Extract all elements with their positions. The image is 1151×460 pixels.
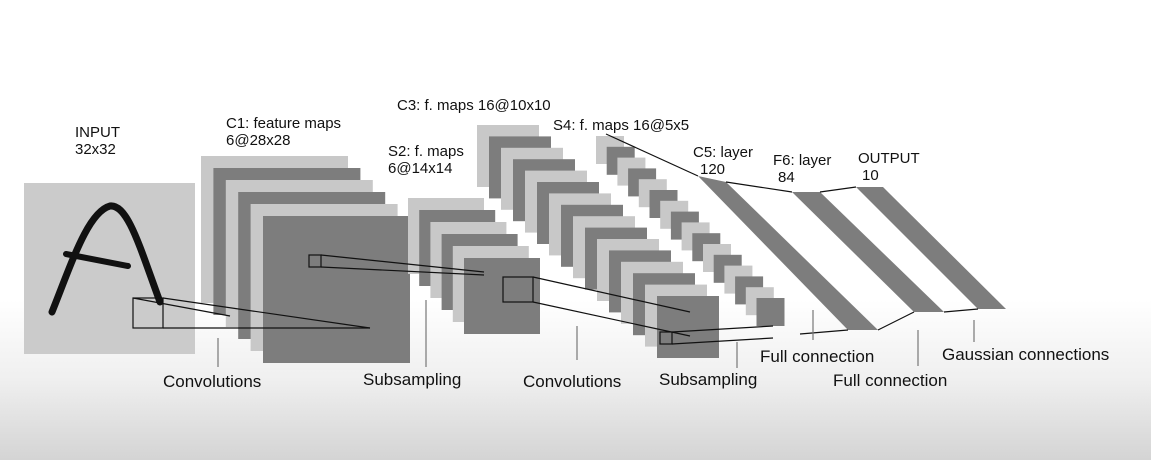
c5-to-f6-bottom — [877, 311, 915, 331]
s4-title: S4: f. maps 16@5x5 — [553, 117, 690, 134]
output-title: OUTPUT — [858, 150, 920, 167]
input-letter-a — [48, 202, 164, 316]
input-kernel-line-top — [162, 297, 371, 329]
c3-title: C3: f. maps 16@10x10 — [397, 97, 551, 114]
f6-to-output-top — [819, 186, 857, 193]
s4-to-c5-top — [605, 133, 699, 177]
c1-kernel — [308, 254, 322, 268]
c1-map-6 — [263, 216, 410, 363]
s2-map-6 — [464, 258, 540, 334]
op-full-connection-2: Full connection — [833, 371, 948, 390]
dense-layers — [698, 176, 1006, 330]
f6-layer — [792, 192, 944, 312]
s2-title: S2: f. maps — [388, 143, 464, 160]
input-kernel — [132, 297, 164, 329]
f6-to-output-bottom — [943, 308, 979, 313]
operation-ticks — [217, 300, 975, 368]
c5-to-f6-top — [725, 181, 793, 193]
input-title: INPUT — [75, 124, 120, 141]
s2-kernel-line-bottom — [532, 301, 691, 337]
c3-kernel — [659, 331, 673, 345]
c5-layer — [698, 176, 878, 330]
input-size: 32x32 — [75, 141, 116, 158]
s4-feature-maps — [596, 136, 785, 326]
input-image — [24, 183, 195, 354]
c3-kernel-line-bottom — [671, 337, 774, 345]
c3-map-16 — [657, 296, 719, 358]
c5-title: C5: layer — [693, 144, 754, 161]
connections — [132, 133, 979, 345]
c1-size: 6@28x28 — [226, 132, 291, 149]
s4-map-16 — [756, 298, 785, 326]
op-full-connection-1: Full connection — [760, 347, 875, 366]
c1-feature-maps — [201, 156, 410, 363]
input-letter-a-bar — [63, 251, 131, 269]
op-subsampling-2: Subsampling — [659, 370, 758, 389]
c3-kernel-line-top — [671, 325, 774, 333]
input-layer — [24, 183, 195, 354]
c1-title: C1: feature maps — [226, 115, 342, 132]
c1-kernel-line-top — [320, 254, 485, 273]
op-convolutions-1: Convolutions — [163, 372, 262, 391]
s4-to-c5-bottom — [799, 329, 849, 335]
c5-size: 120 — [700, 161, 726, 178]
s2-size: 6@14x14 — [388, 160, 453, 177]
output-size: 10 — [862, 167, 879, 184]
op-gaussian-connections: Gaussian connections — [942, 345, 1110, 364]
f6-title: F6: layer — [773, 152, 832, 169]
s2-kernel-line-top — [532, 276, 691, 313]
f6-size: 84 — [778, 169, 795, 186]
op-convolutions-2: Convolutions — [523, 372, 622, 391]
output-layer — [856, 187, 1006, 309]
input-kernel-line-mid — [132, 297, 231, 317]
c3-feature-maps — [477, 125, 719, 358]
op-subsampling-1: Subsampling — [363, 370, 462, 389]
c1-kernel-line-bottom — [320, 266, 485, 276]
s2-kernel — [502, 276, 534, 303]
